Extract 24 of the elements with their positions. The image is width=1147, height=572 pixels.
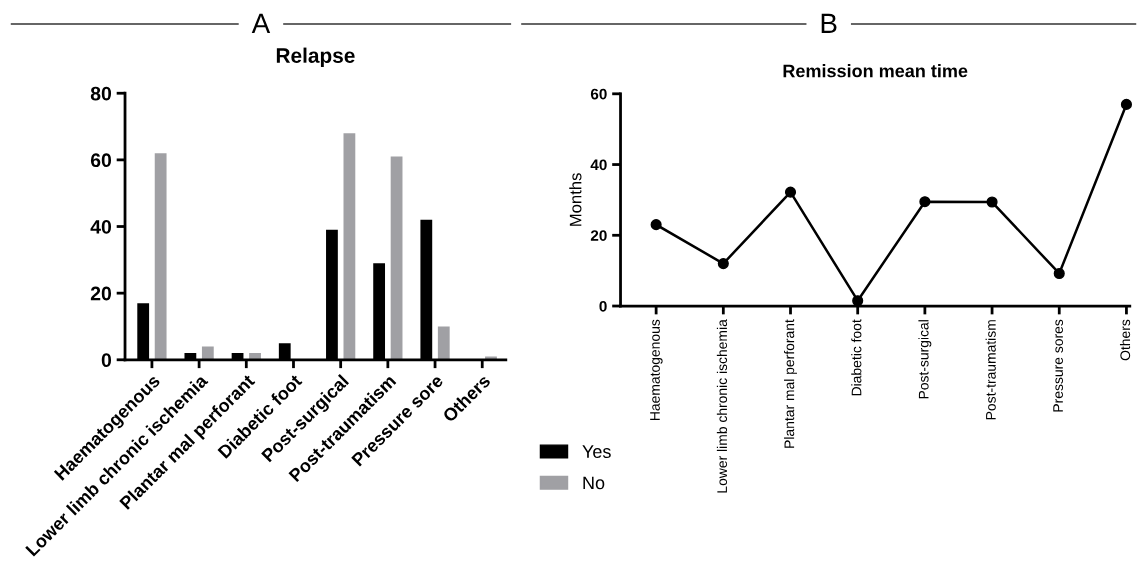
x-tick-label: Plantar mal perforant xyxy=(784,319,797,448)
x-tick-label: Others xyxy=(1119,319,1131,361)
legend-label: No xyxy=(583,476,605,490)
y-tick-label: 20 xyxy=(590,230,607,241)
text: B xyxy=(821,13,837,33)
x-tick-label: Post-traumatism xyxy=(985,320,996,420)
y-tick-label: 80 xyxy=(90,86,112,101)
x-tick-label: Post-surgical xyxy=(918,320,932,399)
y-tick-label: 20 xyxy=(90,286,112,301)
legend-label: Yes xyxy=(582,445,611,458)
y-tick-label: 60 xyxy=(590,88,607,100)
x-tick-label: Haematogenous xyxy=(650,319,663,420)
y-tick-label: 40 xyxy=(90,219,112,234)
y-tick-label: 0 xyxy=(101,353,112,368)
chart-title: Remission mean time xyxy=(783,64,968,78)
y-tick-label: 60 xyxy=(90,153,112,168)
chart-title: Relapse xyxy=(276,47,355,67)
y-axis-title: Months xyxy=(569,173,582,226)
x-tick-label: Pressure sores xyxy=(1053,319,1063,412)
y-tick-label: 40 xyxy=(590,159,607,171)
x-tick-label: Lower limb chronic ischemia xyxy=(716,319,728,493)
text: A xyxy=(251,13,271,33)
y-tick-label: 0 xyxy=(599,300,607,312)
x-tick-label: Diabetic foot xyxy=(851,319,862,396)
